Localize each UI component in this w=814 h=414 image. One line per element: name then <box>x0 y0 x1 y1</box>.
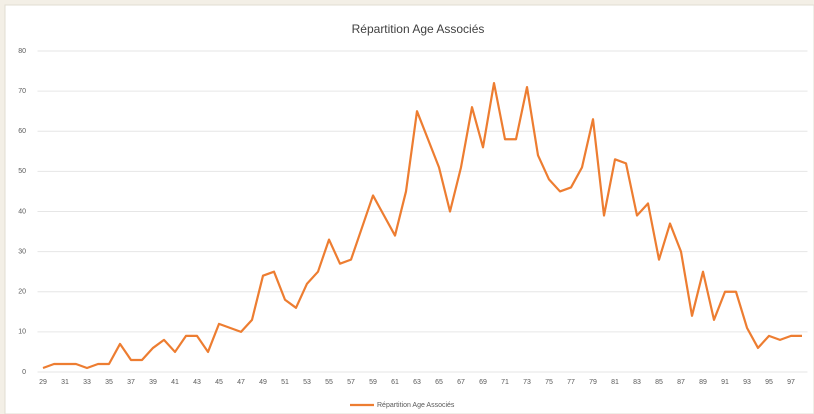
x-tick-label: 55 <box>325 379 333 386</box>
y-tick-label: 60 <box>18 128 26 135</box>
y-tick-label: 10 <box>18 329 26 336</box>
x-tick-label: 93 <box>743 379 751 386</box>
x-tick-label: 61 <box>391 379 399 386</box>
y-tick-label: 40 <box>18 208 26 215</box>
x-tick-label: 69 <box>479 379 487 386</box>
x-tick-label: 45 <box>215 379 223 386</box>
x-tick-label: 71 <box>501 379 509 386</box>
x-tick-label: 49 <box>259 379 267 386</box>
x-tick-label: 37 <box>127 379 135 386</box>
x-tick-label: 83 <box>633 379 641 386</box>
x-tick-label: 75 <box>545 379 553 386</box>
x-tick-label: 85 <box>655 379 663 386</box>
x-tick-label: 97 <box>787 379 795 386</box>
x-tick-label: 95 <box>765 379 773 386</box>
y-tick-label: 70 <box>18 88 26 95</box>
x-tick-label: 81 <box>611 379 619 386</box>
x-tick-label: 39 <box>149 379 157 386</box>
x-tick-label: 73 <box>523 379 531 386</box>
x-tick-label: 29 <box>39 379 47 386</box>
x-tick-label: 87 <box>677 379 685 386</box>
y-tick-label: 0 <box>22 369 26 376</box>
x-tick-label: 77 <box>567 379 575 386</box>
y-tick-label: 30 <box>18 248 26 255</box>
x-tick-label: 67 <box>457 379 465 386</box>
x-tick-label: 51 <box>281 379 289 386</box>
line-series <box>42 82 802 370</box>
x-tick-label: 35 <box>105 379 113 386</box>
y-tick-label: 50 <box>18 168 26 175</box>
x-tick-label: 33 <box>83 379 91 386</box>
x-tick-label: 91 <box>721 379 729 386</box>
x-tick-label: 63 <box>413 379 421 386</box>
y-tick-label: 80 <box>18 48 26 55</box>
x-tick-label: 43 <box>193 379 201 386</box>
x-tick-label: 53 <box>303 379 311 386</box>
x-tick-label: 57 <box>347 379 355 386</box>
x-tick-label: 79 <box>589 379 597 386</box>
x-tick-label: 31 <box>61 379 69 386</box>
chart-area <box>4 4 814 414</box>
chart-title: Répartition Age Associés <box>352 22 485 36</box>
x-tick-label: 41 <box>171 379 179 386</box>
legend-text: Répartition Age Associés <box>377 402 455 409</box>
x-tick-label: 59 <box>369 379 377 386</box>
y-tick-label: 20 <box>18 289 26 296</box>
x-tick-label: 47 <box>237 379 245 386</box>
x-tick-label: 89 <box>699 379 707 386</box>
x-tick-label: 65 <box>435 379 443 386</box>
